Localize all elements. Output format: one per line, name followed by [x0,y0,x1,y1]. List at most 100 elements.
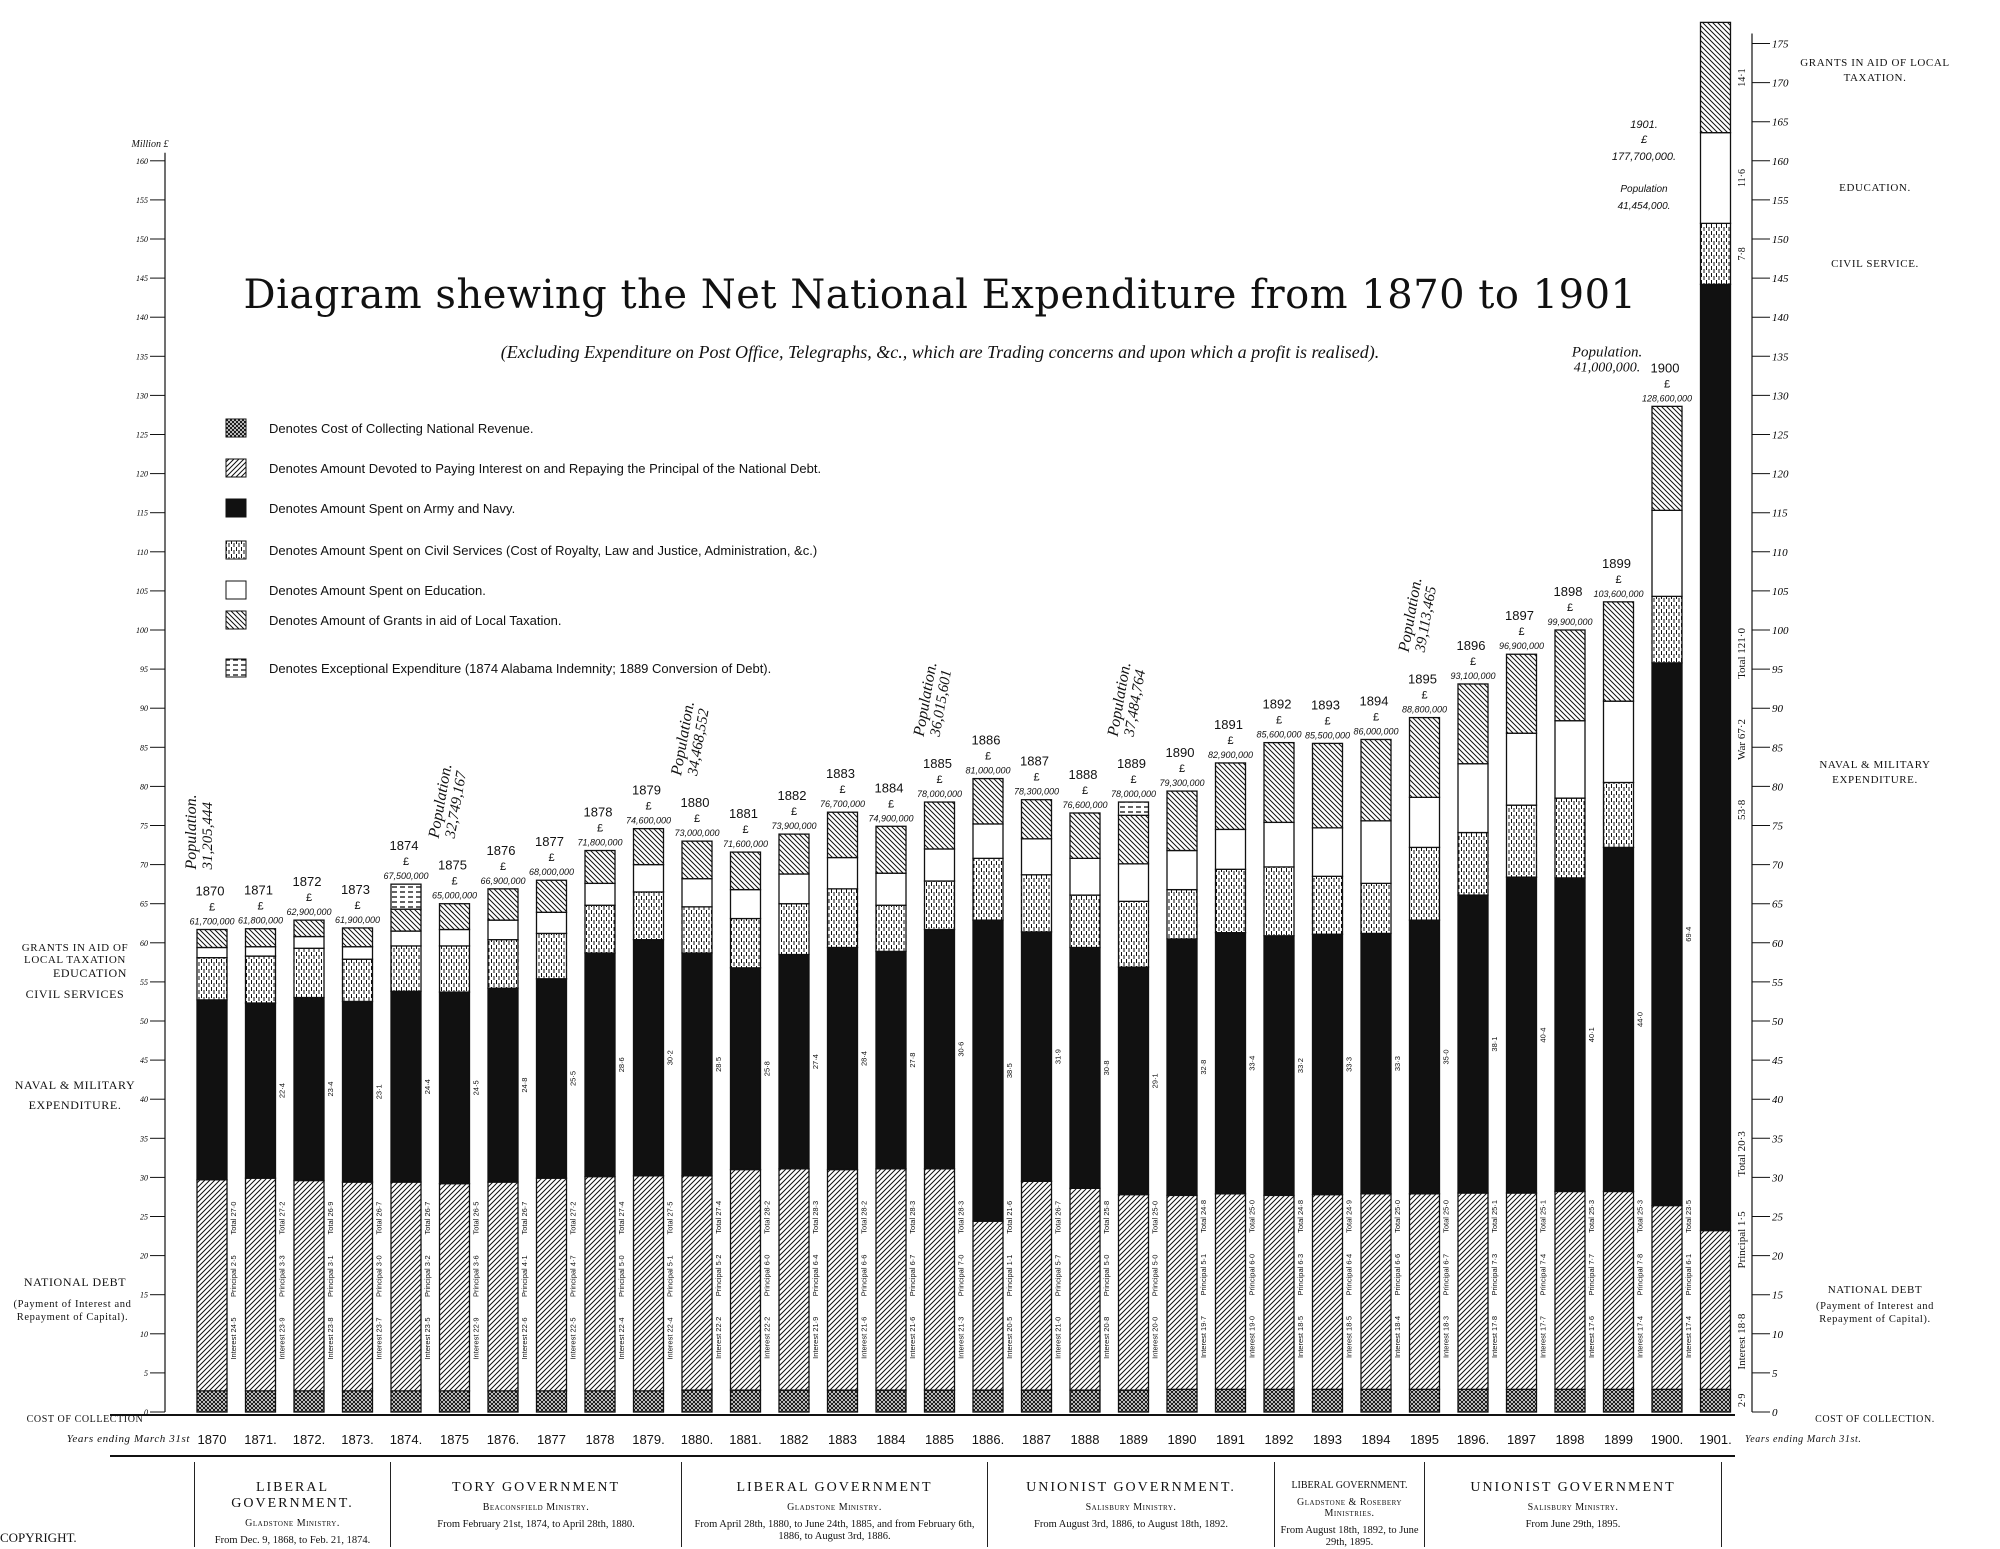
debt-total-label: Total 28·2 [763,1201,772,1234]
year-label: 1883 [828,1432,857,1447]
bar-segment-grants [535,879,568,913]
right-label-years: Years ending March 31st. [1745,1434,1862,1445]
bar-segment-grants [972,777,1004,825]
right-axis-tick-label: 0 [1772,1407,1778,1419]
right-axis-tick-label: 10 [1772,1329,1784,1341]
government-period: LIBERAL GOVERNMENT. Gladstone Ministry. Fr… [194,1462,390,1547]
copyright: COPYRIGHT. [0,1530,77,1545]
bar-segment-collection [341,1390,374,1413]
bar-segment-education [1214,828,1247,870]
debt-interest-label: Interest 17·7 [1539,1316,1548,1358]
debt-principal-label: Principal 6·3 [1296,1254,1305,1296]
bar-segment-collection [1117,1389,1150,1413]
year-label: 1900. [1651,1432,1684,1447]
bar-total-label: 66,900,000 [480,876,525,886]
legend-label: Denotes Amount Spent on Education. [269,582,486,598]
government-ministry: Salisbury Ministry. [1085,1502,1177,1513]
currency-symbol: £ [1276,715,1282,727]
debt-interest-label: Interest 20·0 [1151,1317,1160,1359]
left-label-collection: COST OF COLLECTION [26,1414,144,1425]
annotation-1901-interest: Interest 18·8 [1736,1313,1748,1369]
bar-segment-army [1699,283,1732,1232]
right-axis-tick-label: 170 [1772,78,1789,90]
bar-total-label: 78,000,000 [917,789,962,799]
bar-segment-grants [681,840,713,880]
bar-segment-civil [1214,868,1247,934]
bar-segment-civil [1166,888,1198,940]
debt-interest-label: Interest 19·0 [1248,1316,1257,1358]
debt-interest-label: Interest 23·7 [375,1317,384,1359]
bar-segment-civil [923,880,956,931]
bar-segment-education [1069,857,1101,896]
currency-symbol: £ [1373,711,1379,723]
bar-segment-education [681,878,713,908]
bar-segment-collection [632,1390,665,1413]
army-value-label: 38·5 [1005,1063,1014,1078]
government-ministry: Gladstone & Rosebery Ministries. [1297,1497,1402,1519]
debt-total-label: Total 26·7 [423,1202,432,1235]
debt-principal-label: Principal 5·1 [1199,1254,1208,1296]
government-ministry: Beaconsfield Ministry. [482,1502,590,1513]
debt-total-label: Total 25·0 [1393,1200,1402,1233]
bar-segment-grants [1602,601,1635,702]
bar-segment-civil [681,906,713,954]
bar-year-heading: 1880 [681,795,710,810]
debt-total-label: Total 25·1 [1490,1200,1499,1233]
bar-segment-civil [1554,797,1586,879]
debt-principal-label: Principal 3·3 [278,1255,287,1297]
bar-year-heading: 1890 [1166,745,1195,760]
right-axis-tick-label: 60 [1772,938,1784,950]
debt-total-label: Total 25·0 [1442,1200,1451,1233]
bar-total-label: 73,900,000 [771,821,816,831]
debt-interest-label: Interest 18·5 [1345,1316,1354,1358]
right-axis-tick-label: 175 [1772,39,1789,51]
bar-year-heading: 1899 [1602,556,1631,571]
bar-segment-grants [778,833,810,875]
debt-interest-label: Interest 22·4 [617,1317,626,1359]
debt-principal-label: Principal 3·2 [423,1255,432,1297]
government-period: LIBERAL GOVERNMENT. Gladstone & Rosebery … [1274,1462,1424,1548]
bar-1900 [1651,405,1683,1413]
bar-year-heading: 1878 [584,805,613,820]
debt-total-label: Total 26·9 [326,1202,335,1235]
bar-segment-civil [244,955,277,1004]
bar-segment-grants [341,927,374,948]
right-axis-tick-label: 30 [1771,1172,1784,1184]
year-label: 1870 [198,1432,227,1447]
bar-segment-collection [778,1389,810,1413]
right-axis-tick-label: 100 [1772,625,1789,637]
bar-segment-army [535,978,568,1179]
bar-segment-civil [826,888,859,949]
bar-segment-civil [632,891,665,941]
bar-segment-army [923,928,956,1170]
bar-segment-grants [1020,799,1053,840]
left-axis-tick-label: 30 [139,1173,148,1182]
currency-symbol: £ [500,861,506,873]
right-axis-tick-label: 5 [1772,1368,1778,1380]
bar-segment-grants [632,827,665,866]
bar-segment-education [487,919,519,941]
bar-segment-collection [584,1390,616,1413]
bar-segment-debt [632,1175,665,1392]
bar-segment-debt [681,1175,713,1391]
government-period: From April 28th, 1880, to June 24th, 188… [694,1519,975,1542]
debt-interest-label: Interest 17·4 [1684,1316,1693,1358]
bar-segment-civil [1069,894,1101,949]
bar-total-label: 65,000,000 [432,891,477,901]
bar-segment-collection [1457,1388,1489,1413]
debt-interest-label: Interest 18·3 [1442,1316,1451,1358]
bar-segment-civil [972,857,1004,921]
population-value: 31,205,444 [200,802,216,871]
army-value-label: 23·4 [326,1082,335,1097]
year-label: 1887 [1022,1432,1051,1447]
legend-label: Denotes Cost of Collecting National Reve… [269,420,534,436]
right-axis-tick-label: 110 [1772,547,1788,559]
left-axis-tick-label: 10 [140,1330,148,1339]
year-label: 1885 [925,1432,954,1447]
bar-segment-collection [875,1389,907,1413]
bar-segment-army [1457,894,1489,1194]
bar-total-label: 99,900,000 [1547,617,1592,627]
bar-segment-debt [341,1181,374,1392]
right-axis-tick-label: 15 [1772,1290,1784,1302]
left-axis-tick-label: 65 [140,900,148,909]
